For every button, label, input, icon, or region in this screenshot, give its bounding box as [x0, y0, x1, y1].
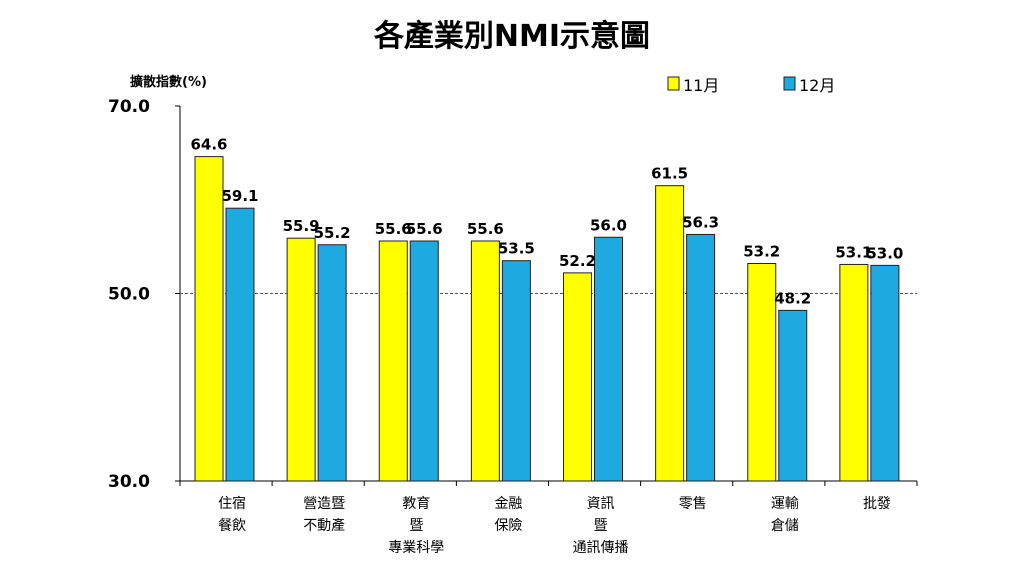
data-label: 55.6 [375, 220, 412, 238]
category-label: 批發 [863, 496, 891, 512]
bar-nov [747, 263, 777, 482]
category-label: 暨 [409, 518, 423, 534]
legend: 11月 12月 [667, 76, 835, 95]
data-label: 53.1 [835, 243, 872, 261]
category-label: 專業科學 [388, 540, 444, 556]
data-label: 55.9 [283, 217, 320, 235]
data-label: 55.2 [314, 224, 351, 242]
data-label: 55.6 [467, 220, 504, 238]
category-label: 住宿 [218, 495, 246, 512]
bar-dec [594, 236, 623, 482]
data-labels: 64.655.9 55.6 55.652.261.553.2 53.159.155.2… [190, 136, 903, 308]
bars [194, 156, 900, 482]
chart-title: 各產業別NMI示意圖 [373, 19, 650, 54]
category-label: 倉儲 [771, 518, 799, 534]
data-label: 52.2 [559, 252, 596, 270]
bar-dec [501, 260, 531, 482]
legend-swatch [667, 76, 680, 91]
category-label: 營造暨 [303, 496, 345, 512]
category-label: 保險 [494, 518, 522, 534]
bar-nov [470, 240, 500, 482]
legend-label: 11月 [683, 76, 719, 95]
category-label: 不動產 [303, 517, 345, 534]
data-label: 56.0 [590, 216, 627, 234]
category-label: 通訊傳播 [573, 540, 629, 556]
category-label: 零售 [679, 496, 707, 512]
data-label: 48.2 [774, 289, 811, 307]
category-label: 金融 [494, 496, 522, 512]
bar-dec [409, 240, 439, 482]
category-label: 運輸 [771, 496, 799, 512]
data-label: 61.5 [651, 165, 688, 183]
y-tick-label: 70.0 [108, 97, 150, 117]
category-label: 餐飲 [218, 518, 246, 534]
legend-swatch [783, 76, 796, 91]
y-axis-label: 擴散指數(%) [130, 74, 207, 90]
data-label: 64.6 [190, 136, 227, 154]
data-label: 53.0 [866, 244, 903, 262]
legend-label: 12月 [799, 76, 835, 95]
bar-nov [563, 272, 592, 482]
data-label: 56.3 [682, 213, 719, 231]
category-label: 教育 [402, 496, 430, 512]
bar-nov [378, 240, 408, 482]
y-tick-label: 30.0 [108, 472, 150, 492]
bar-dec [225, 207, 255, 482]
bar-nov [194, 156, 224, 482]
bar-dec [778, 309, 808, 482]
data-label: 55.6 [406, 220, 443, 238]
bar-dec [317, 244, 347, 482]
bar-dec [686, 233, 716, 482]
data-label: 53.5 [498, 240, 535, 258]
y-tick-label: 50.0 [108, 285, 150, 305]
bar-nov [839, 263, 869, 482]
category-label: 資訊 [587, 496, 615, 512]
bar-nov [286, 237, 316, 482]
data-label: 53.2 [743, 243, 780, 261]
bar-nov [655, 185, 685, 482]
bar-dec [870, 264, 900, 482]
data-label: 59.1 [221, 187, 258, 205]
category-label: 暨 [594, 518, 608, 534]
